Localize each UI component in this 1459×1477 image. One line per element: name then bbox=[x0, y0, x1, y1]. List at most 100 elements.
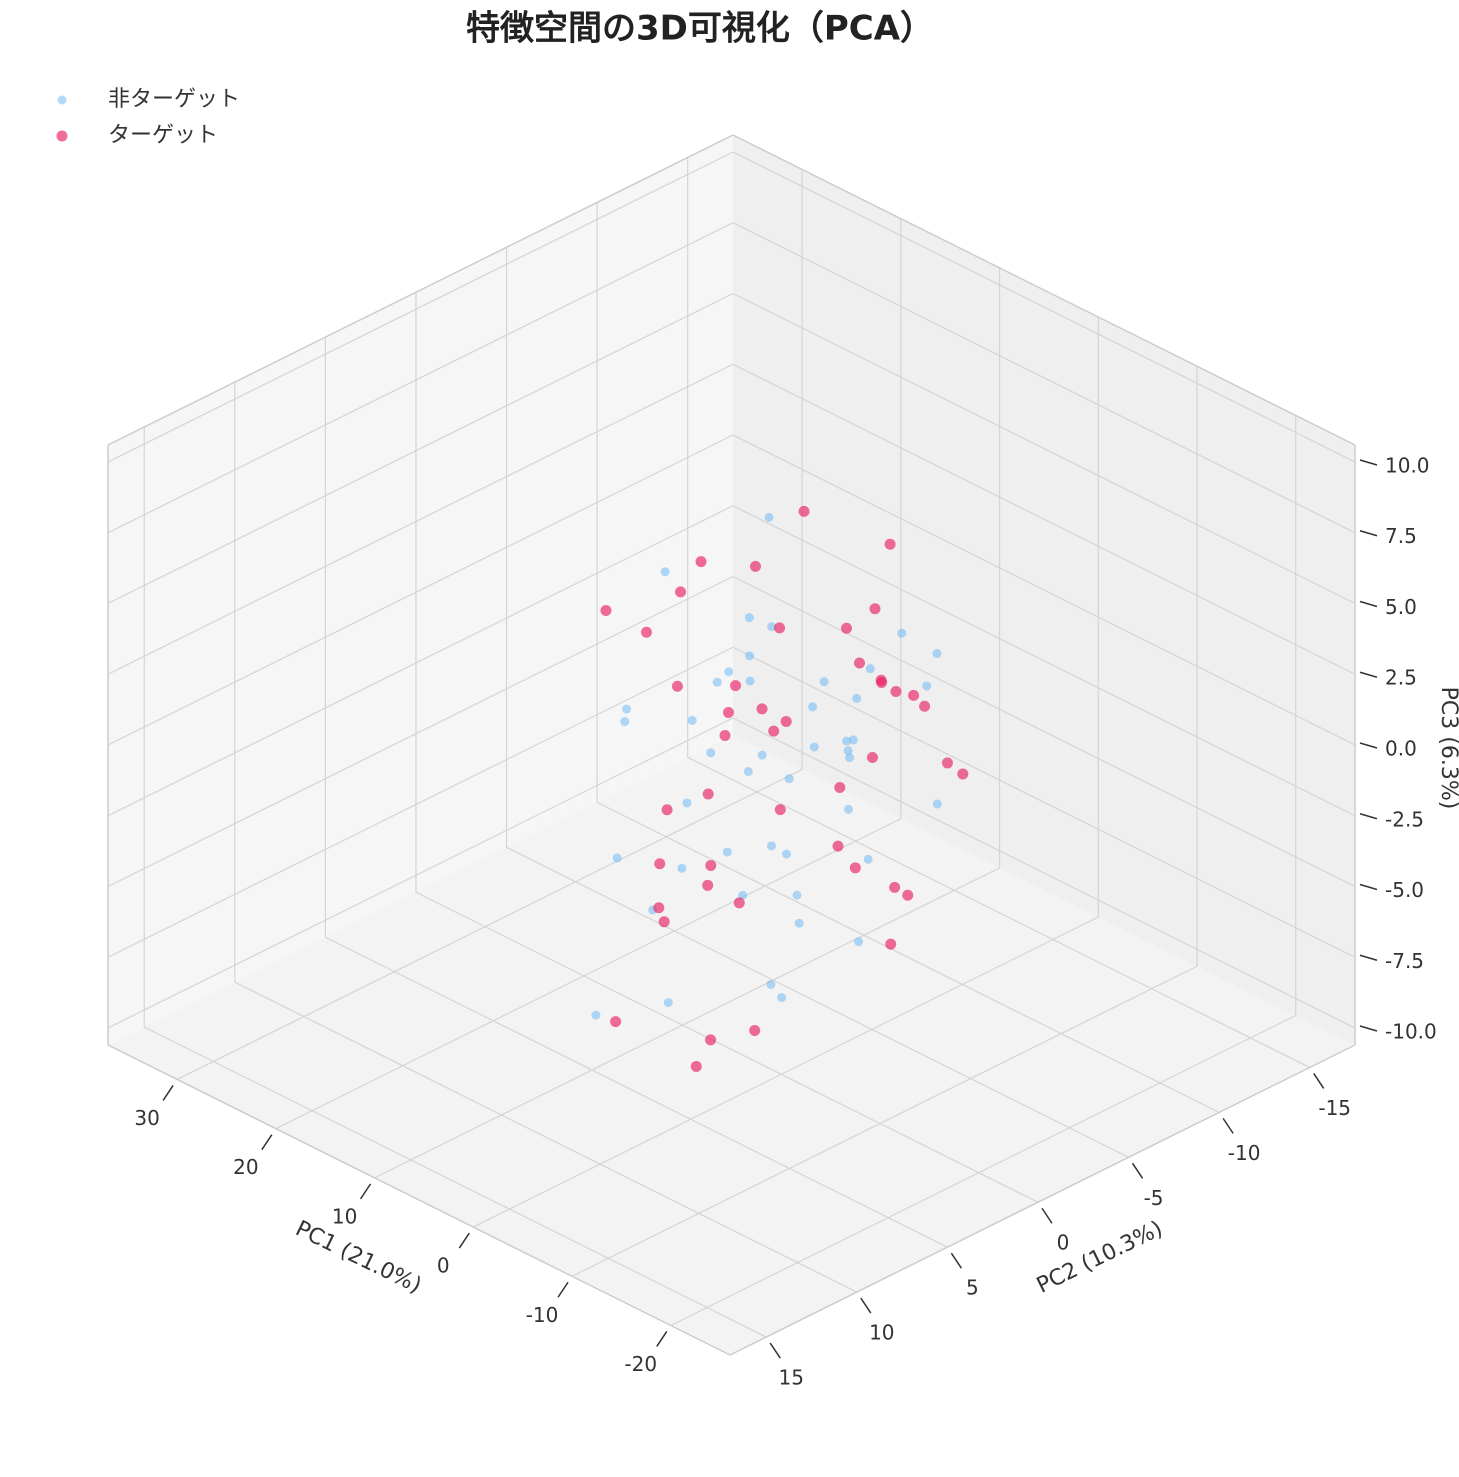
point bbox=[610, 1016, 622, 1028]
x-tick-label: -10 bbox=[526, 1303, 559, 1327]
tick-mark bbox=[1131, 1162, 1144, 1179]
z-tick-label: 10.0 bbox=[1385, 453, 1430, 477]
grid-line bbox=[275, 818, 902, 1130]
grid-line bbox=[732, 646, 1356, 958]
tick-mark bbox=[1359, 530, 1378, 537]
point bbox=[756, 703, 768, 715]
point bbox=[922, 681, 932, 691]
point bbox=[661, 804, 673, 816]
point bbox=[865, 664, 875, 674]
point bbox=[622, 704, 632, 714]
legend-label: ターゲット bbox=[108, 123, 218, 148]
tick-mark bbox=[860, 1297, 872, 1314]
point bbox=[890, 685, 902, 697]
y-axis-label: PC2 (10.3%) bbox=[1033, 1216, 1167, 1298]
tick-mark bbox=[359, 1183, 372, 1200]
point bbox=[845, 753, 855, 763]
tick-mark bbox=[1359, 671, 1378, 678]
tick-mark bbox=[769, 1342, 781, 1359]
point bbox=[780, 715, 792, 727]
point bbox=[889, 881, 901, 893]
y-tick-label: 5 bbox=[966, 1276, 979, 1300]
legend-marker bbox=[57, 95, 67, 105]
point bbox=[884, 538, 896, 550]
tick-mark bbox=[261, 1134, 273, 1151]
chart-title: 特徴空間の3D可視化（PCA） bbox=[466, 9, 934, 49]
grid-line bbox=[732, 717, 1356, 1029]
tick-mark bbox=[1222, 1117, 1234, 1134]
grid-line bbox=[107, 363, 734, 675]
tick-mark bbox=[1359, 742, 1378, 749]
point bbox=[744, 613, 754, 623]
grid-line bbox=[732, 222, 1356, 534]
grid-line bbox=[732, 505, 1356, 817]
point bbox=[863, 854, 873, 864]
point bbox=[690, 1060, 702, 1072]
point bbox=[675, 586, 687, 598]
grid-line bbox=[107, 222, 734, 534]
point bbox=[658, 916, 670, 928]
point bbox=[792, 890, 802, 900]
point bbox=[794, 918, 804, 928]
z-tick-label: 7.5 bbox=[1385, 524, 1417, 548]
pane-edge bbox=[107, 134, 734, 446]
grid-line bbox=[687, 756, 1310, 1069]
legend-label: 非ターゲット bbox=[108, 87, 240, 112]
grid-line bbox=[107, 575, 734, 888]
grid-line bbox=[732, 434, 1356, 746]
y-tick-label: -15 bbox=[1318, 1096, 1351, 1120]
point bbox=[843, 746, 853, 756]
grid-line bbox=[107, 717, 734, 1029]
grid-line bbox=[732, 151, 1356, 463]
point bbox=[749, 1024, 761, 1036]
point bbox=[832, 840, 844, 852]
point bbox=[722, 706, 734, 718]
legend-marker bbox=[56, 130, 68, 142]
point bbox=[677, 863, 687, 873]
tick-mark bbox=[1359, 1025, 1378, 1032]
point bbox=[682, 798, 692, 808]
z-tick-label: -2.5 bbox=[1385, 807, 1424, 831]
x-tick-label: 30 bbox=[134, 1106, 159, 1130]
grid-line bbox=[107, 505, 734, 817]
point bbox=[932, 799, 942, 809]
axis-line bbox=[729, 1044, 1356, 1356]
y-tick-label: 0 bbox=[1057, 1231, 1070, 1255]
point bbox=[834, 782, 846, 794]
point bbox=[774, 622, 786, 634]
point bbox=[705, 860, 717, 872]
grid-line bbox=[107, 434, 734, 746]
grid-line bbox=[107, 646, 734, 958]
point bbox=[764, 512, 774, 522]
point bbox=[591, 1010, 601, 1020]
point bbox=[843, 804, 853, 814]
point bbox=[798, 505, 810, 517]
point bbox=[733, 897, 745, 909]
tick-mark bbox=[656, 1331, 668, 1347]
point bbox=[919, 700, 931, 712]
point bbox=[941, 757, 953, 769]
point bbox=[705, 1034, 717, 1046]
grid-line bbox=[506, 846, 1129, 1158]
point bbox=[768, 725, 780, 737]
grid-line bbox=[107, 151, 734, 463]
point bbox=[600, 605, 612, 617]
point bbox=[774, 804, 786, 816]
point bbox=[957, 768, 969, 780]
z-tick-label: -5.0 bbox=[1385, 878, 1424, 902]
point bbox=[848, 735, 858, 745]
grid-line bbox=[670, 1014, 1297, 1327]
point bbox=[819, 677, 829, 687]
point bbox=[766, 841, 776, 851]
point bbox=[809, 742, 819, 752]
point bbox=[852, 693, 862, 703]
point bbox=[620, 717, 630, 727]
point bbox=[808, 702, 818, 712]
y-tick-label: -5 bbox=[1144, 1186, 1164, 1210]
point bbox=[908, 689, 920, 701]
point bbox=[902, 889, 914, 901]
point bbox=[640, 626, 652, 638]
point bbox=[671, 680, 683, 692]
